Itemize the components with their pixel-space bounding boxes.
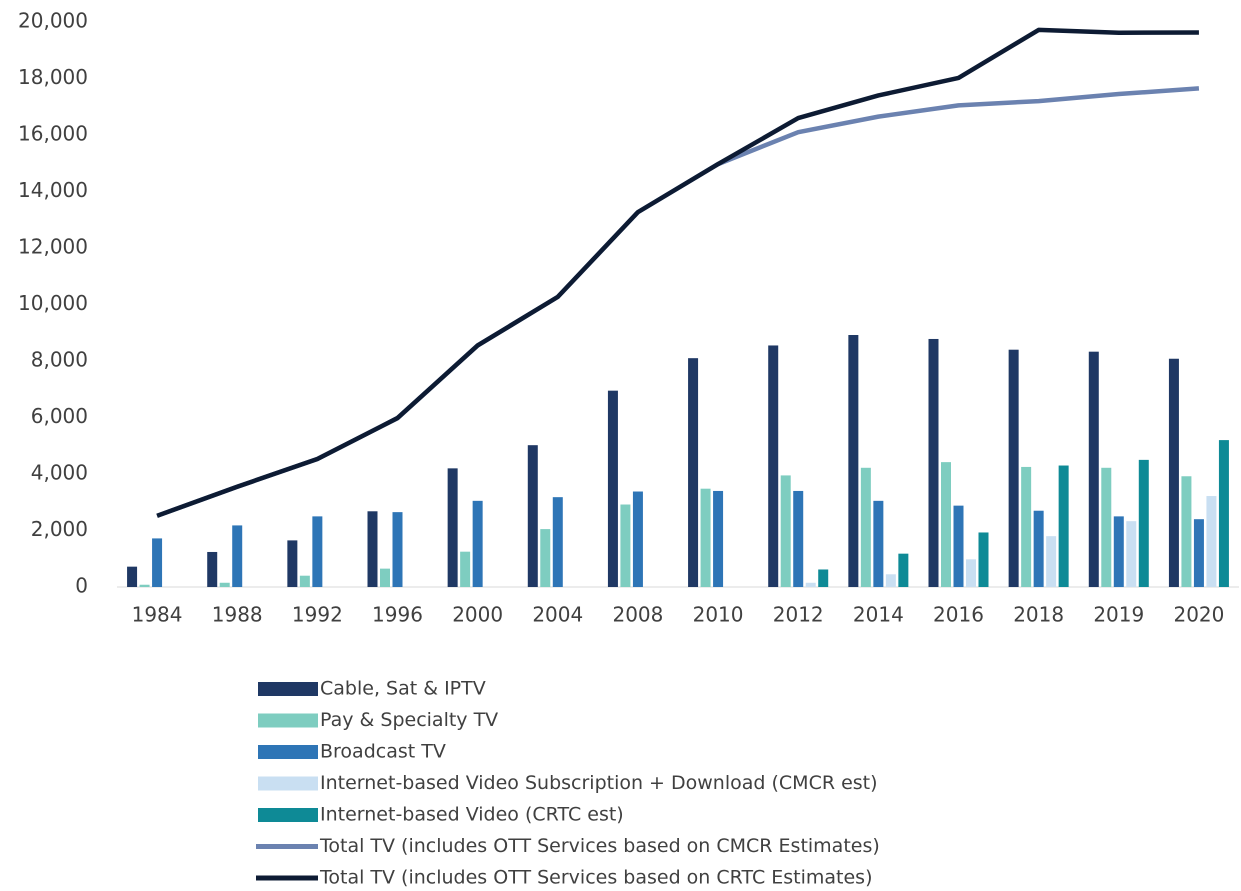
legend-label: Total TV (includes OTT Services based on… [319,835,880,857]
y-tick-label: 0 [75,574,88,598]
line [156,27,1199,518]
bar [818,569,829,587]
bar [1033,510,1044,587]
legend-swatch [258,713,318,728]
bar [287,540,298,587]
bar [1058,465,1069,587]
bar [1168,358,1179,587]
bar [540,529,551,587]
bar [978,532,989,587]
y-tick-label: 8,000 [31,348,88,372]
bar [941,462,951,587]
bar [885,574,896,587]
x-tick-label: 1988 [212,603,263,627]
bar [1101,467,1112,587]
bar [860,467,871,587]
x-tick-label: 1996 [372,603,423,627]
legend-swatch [258,808,318,822]
x-tick-label: 2014 [853,603,904,627]
x-tick-label: 2018 [1013,603,1064,627]
bar [1193,519,1204,587]
bar [713,490,724,587]
x-tick-label: 1984 [132,603,183,627]
y-tick-label: 20,000 [18,9,88,33]
bar [953,505,964,587]
bar [966,559,976,587]
line [156,86,1200,518]
bar [607,390,618,587]
legend-label: Cable, Sat & IPTV [320,678,486,700]
bar [232,525,243,587]
bar [873,500,884,587]
bar [768,345,779,587]
y-tick-label: 4,000 [31,461,88,485]
bar [460,551,471,587]
y-tick-label: 10,000 [18,291,88,315]
bar [1008,349,1019,587]
bar [1126,521,1137,587]
bar [380,568,390,587]
bar [392,512,403,587]
bar [1113,516,1124,587]
bar [805,582,816,587]
bar [367,511,378,587]
y-tick-label: 16,000 [18,122,88,146]
legend-label: Total TV (includes OTT Services based on… [319,867,873,889]
legend-label: Pay & Specialty TV [320,709,498,731]
bar [688,358,699,587]
x-tick-label: 1992 [292,603,343,627]
bar [898,553,909,587]
bar [780,475,791,587]
x-tick-label: 2004 [532,603,583,627]
bar [700,488,711,587]
bar [620,504,631,587]
bar [1138,459,1149,587]
legend-label: Internet-based Video Subscription + Down… [320,772,878,794]
y-tick-label: 12,000 [18,235,88,259]
bar [848,335,859,587]
x-tick-label: 2000 [452,603,503,627]
bar [127,566,138,587]
bar [1046,536,1057,587]
bar [793,490,804,587]
bar [1088,351,1099,587]
y-tick-label: 14,000 [18,178,88,202]
bar [1218,440,1229,587]
bar [1181,476,1192,587]
y-tick-label: 2,000 [31,517,88,541]
bar [527,445,538,587]
x-tick-label: 2008 [612,603,663,627]
bar [1206,496,1217,587]
legend-label: Internet-based Video (CRTC est) [320,804,624,826]
y-tick-label: 18,000 [18,65,88,89]
x-tick-label: 2020 [1173,603,1224,627]
bar [447,468,458,587]
bar [552,497,563,587]
bar [312,516,323,587]
bar [928,338,939,587]
x-tick-label: 2010 [693,603,744,627]
bar [152,538,163,587]
legend-label: Broadcast TV [320,741,446,763]
bar [632,491,643,587]
x-tick-label: 2019 [1093,603,1144,627]
bar [299,575,310,587]
legend-swatch [258,745,318,759]
x-tick-label: 2016 [933,603,984,627]
bar [207,551,218,587]
bar [219,582,230,587]
bar [472,500,483,587]
x-tick-label: 2012 [773,603,824,627]
legend-swatch [258,682,318,696]
y-tick-label: 6,000 [31,404,88,428]
bar [139,584,150,587]
legend-swatch [258,776,318,791]
bar [1021,466,1032,587]
